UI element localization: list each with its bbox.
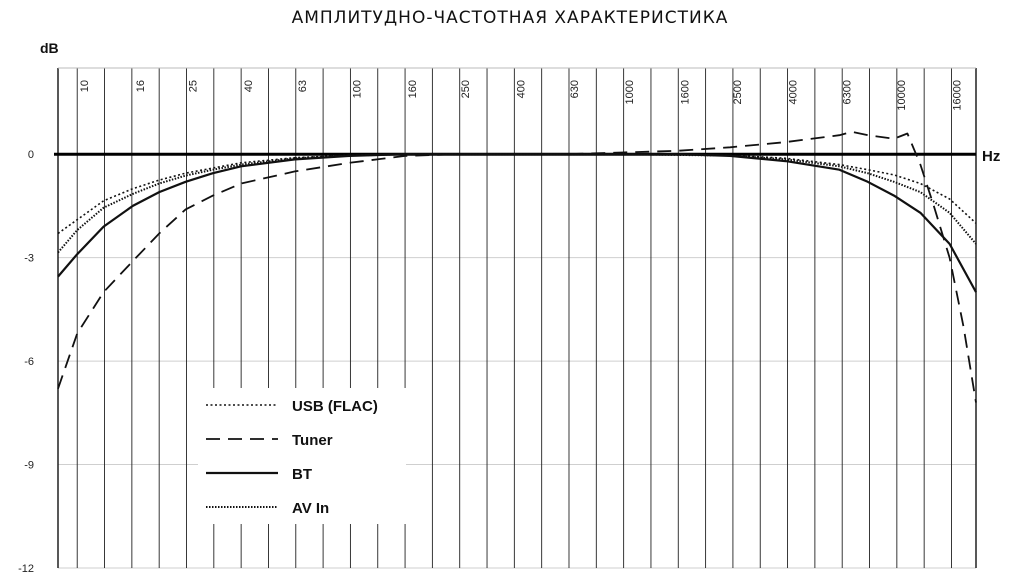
- x-axis-label: Hz: [982, 148, 1001, 165]
- y-tick-label: -9: [24, 460, 34, 472]
- x-tick-label: 63: [297, 80, 309, 92]
- x-tick-label: 400: [515, 80, 527, 98]
- legend-label: Tuner: [292, 432, 333, 449]
- x-tick-label: 6300: [841, 80, 853, 104]
- chart-title: АМПЛИТУДНО-ЧАСТОТНАЯ ХАРАКТЕРИСТИКА: [291, 8, 729, 28]
- x-tick-label: 10: [79, 80, 91, 92]
- x-tick-label: 250: [460, 80, 472, 98]
- x-tick-label: 16: [135, 80, 147, 92]
- x-tick-label: 630: [569, 80, 581, 98]
- legend-label: USB (FLAC): [292, 398, 378, 415]
- x-tick-label: 160: [407, 80, 419, 98]
- y-tick-label: -3: [24, 253, 34, 265]
- y-tick-label: -6: [24, 356, 34, 368]
- x-tick-label: 1600: [679, 80, 691, 104]
- x-tick-label: 16000: [952, 80, 964, 111]
- x-tick-label: 4000: [788, 80, 800, 104]
- x-tick-label: 2500: [732, 80, 744, 104]
- x-tick-label: 1000: [624, 80, 636, 104]
- legend-label: AV In: [292, 500, 329, 517]
- legend-label: BT: [292, 466, 312, 483]
- legend-box: [198, 388, 406, 524]
- x-tick-label: 100: [351, 80, 363, 98]
- x-tick-label: 25: [188, 80, 200, 92]
- x-tick-label: 40: [243, 80, 255, 92]
- series-line-3: [57, 153, 977, 254]
- series-line-1: [57, 130, 977, 403]
- y-tick-label: 0: [28, 149, 34, 161]
- y-tick-label: -12: [18, 563, 34, 575]
- y-axis-label: dB: [40, 40, 59, 56]
- series-line-2: [57, 153, 977, 293]
- x-tick-label: 10000: [896, 80, 908, 111]
